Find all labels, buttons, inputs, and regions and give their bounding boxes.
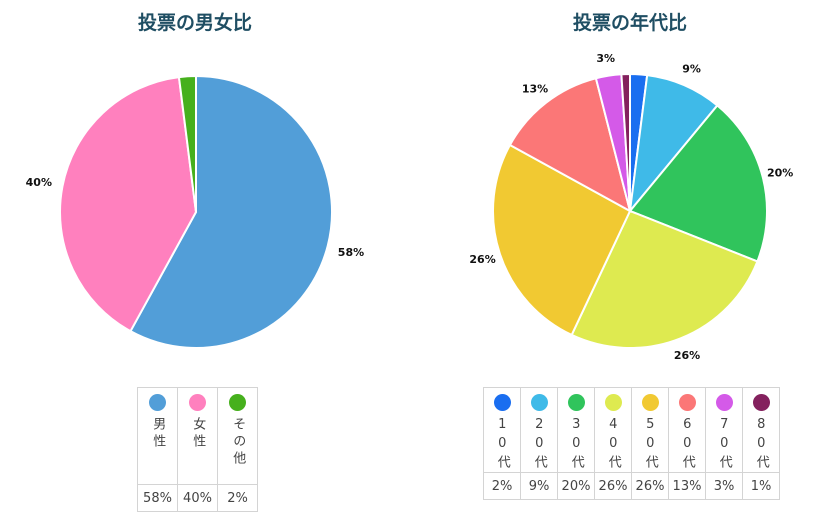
legend-swatch-female (189, 394, 206, 411)
legend-value-60s: 13% (668, 472, 706, 500)
age-slice-7 (620, 72, 631, 212)
legend-value-50s: 26% (631, 472, 669, 500)
legend-label-80s: 80代 (753, 417, 769, 472)
age-slice-5 (508, 77, 632, 213)
gender-chart-title: 投票の男女比 (137, 12, 252, 34)
legend-key-50s: 50代 (631, 387, 669, 473)
gender-slice-label-0: 58% (338, 246, 364, 259)
legend-label-60s: 60代 (679, 417, 695, 472)
legend-key-30s: 30代 (557, 387, 595, 473)
gender-slice-2 (177, 74, 197, 213)
legend-label-40s: 40代 (605, 417, 621, 472)
age-slice-label-4: 26% (469, 253, 495, 266)
legend-label-female: 女性 (190, 417, 206, 451)
age-slice-3 (570, 209, 759, 349)
legend-key-60s: 60代 (668, 387, 706, 473)
legend-swatch-50s (641, 394, 659, 411)
legend-key-female: 女性 (177, 387, 218, 485)
legend-key-10s: 10代 (483, 387, 521, 473)
gender-slice-label-1: 40% (26, 176, 52, 189)
legend-value-other: 2% (217, 484, 258, 512)
legend-swatch-80s (752, 394, 770, 411)
age-slice-label-1: 9% (682, 63, 701, 76)
age-slice-label-5: 13% (522, 83, 548, 96)
legend-label-10s: 10代 (494, 417, 510, 472)
age-chart-title: 投票の年代比 (572, 12, 687, 34)
legend-value-80s: 1% (742, 472, 780, 500)
age-slice-2 (628, 104, 768, 263)
legend-label-20s: 20代 (531, 417, 547, 472)
legend-key-other: その他 (217, 387, 258, 485)
legend-value-10s: 2% (483, 472, 521, 500)
age-slice-label-2: 20% (767, 166, 793, 179)
legend-swatch-30s (567, 394, 585, 411)
legend-value-female: 40% (177, 484, 218, 512)
legend-key-40s: 40代 (594, 387, 632, 473)
gender-legend-table: 男性 女性 その他 58% 40% 2% (137, 387, 258, 512)
legend-label-30s: 30代 (568, 417, 584, 472)
legend-value-20s: 9% (520, 472, 558, 500)
legend-swatch-60s (678, 394, 696, 411)
legend-swatch-10s (493, 394, 511, 411)
legend-value-40s: 26% (594, 472, 632, 500)
legend-swatch-male (149, 394, 166, 411)
legend-value-male: 58% (137, 484, 178, 512)
legend-swatch-70s (715, 394, 733, 411)
gender-slice-0 (129, 74, 333, 349)
legend-swatch-20s (530, 394, 548, 411)
legend-label-50s: 50代 (642, 417, 658, 472)
legend-key-80s: 80代 (742, 387, 780, 473)
age-slice-label-6: 3% (596, 52, 615, 65)
legend-key-70s: 70代 (705, 387, 743, 473)
legend-key-male: 男性 (137, 387, 178, 485)
legend-value-70s: 3% (705, 472, 743, 500)
legend-label-other: その他 (230, 417, 246, 468)
legend-swatch-other (229, 394, 246, 411)
legend-label-70s: 70代 (716, 417, 732, 472)
gender-slice-1 (59, 75, 198, 333)
age-slice-label-3: 26% (674, 349, 700, 362)
legend-swatch-40s (604, 394, 622, 411)
legend-key-20s: 20代 (520, 387, 558, 473)
age-legend-table: 10代 20代 30代 40代 50代 60代 70代 80代 2% 9% 20… (483, 387, 780, 500)
legend-label-male: 男性 (150, 417, 166, 451)
legend-value-30s: 20% (557, 472, 595, 500)
